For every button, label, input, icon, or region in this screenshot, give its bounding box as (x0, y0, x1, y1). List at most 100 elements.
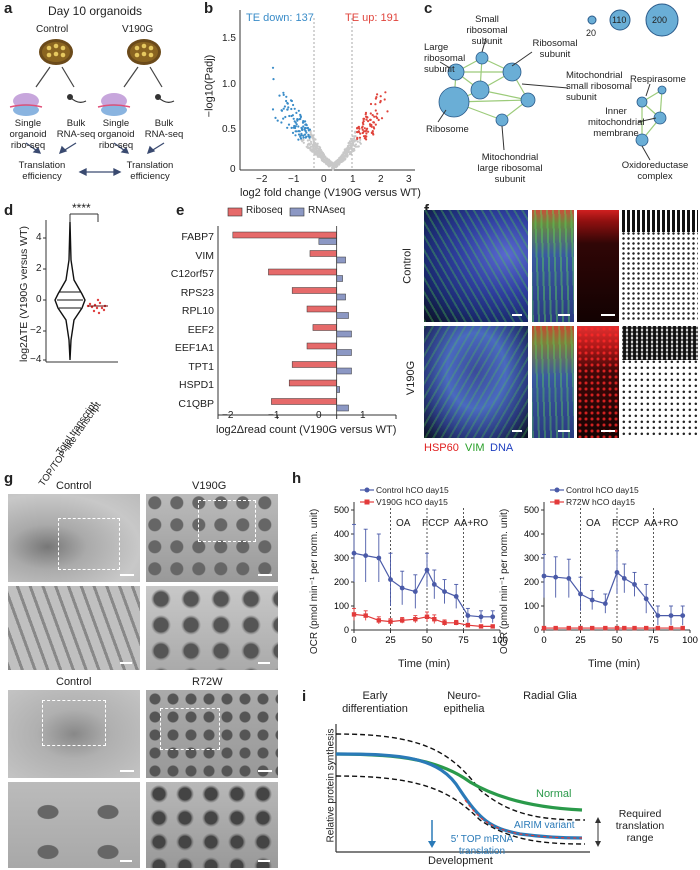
g-control-top: Control (56, 480, 92, 492)
ocr-point (621, 576, 627, 581)
ocr-point (541, 625, 547, 631)
ocr-point (490, 614, 496, 620)
volcano-point (345, 155, 348, 158)
ocr-point (632, 582, 637, 587)
volcano-point (302, 136, 305, 139)
ocr-point (566, 576, 572, 581)
organoid-icon (127, 39, 161, 65)
volcano-point (292, 117, 295, 120)
volcano-point (300, 137, 303, 140)
node-mito-large: Mitochondrial large ribosomal subunit (477, 152, 543, 185)
panel-label-c: c (424, 0, 433, 17)
volcano-point (372, 121, 376, 124)
volcano-point (334, 162, 337, 165)
volcano-point (313, 138, 316, 141)
ocr-point (668, 625, 674, 631)
ocr-point (553, 625, 558, 631)
ocr-xtick: 100 (492, 635, 508, 646)
ocr-ytick: 0 (344, 625, 349, 635)
volcano-point (321, 153, 325, 156)
volcano-point (328, 161, 331, 164)
volcano-point (351, 135, 354, 138)
volcano-point (291, 131, 295, 134)
ocr-point (655, 613, 661, 618)
volcano-ytick: 0.5 (222, 124, 236, 135)
volcano-point (276, 119, 279, 122)
panel-a-te-left: Translation efficiency (18, 160, 66, 182)
volcano-ytick: 0 (230, 164, 236, 175)
bar-rnaseq (336, 367, 352, 375)
ocr-point (376, 618, 382, 623)
volcano-point (384, 91, 387, 94)
ocr1-annot-aaro: AA+RO (454, 518, 489, 529)
volcano-point (347, 144, 350, 148)
bar-riboseq (271, 398, 337, 405)
volcano-up-label: TE up: 191 (345, 12, 399, 24)
volcano-point (304, 130, 307, 133)
volcano-point (289, 99, 293, 102)
panel-a-control: Control (36, 24, 69, 35)
bar-category-label: VIM (195, 249, 214, 262)
volcano-point (286, 101, 289, 105)
volcano-point (379, 95, 382, 98)
node-inner-mito: Inner mitochondrial membrane (588, 106, 645, 139)
panel-a-diagram (9, 39, 175, 177)
ocr1-annot-fccp: FCCP (422, 518, 450, 529)
panel-label-d: d (4, 202, 14, 219)
node-oxidoreductase: Oxidoreductase complex (621, 160, 689, 182)
ocr-xtick: 50 (422, 635, 433, 646)
volcano-point (305, 145, 308, 148)
volcano-point (371, 131, 374, 134)
volcano-point (282, 117, 285, 120)
volcano-point (354, 145, 358, 148)
legend-size-110: 110 (612, 15, 627, 25)
volcano-point (313, 148, 317, 151)
volcano-point (349, 145, 352, 148)
volcano-point (272, 78, 275, 81)
mrna-icon (155, 94, 175, 103)
readcount-bar-chart (217, 207, 397, 419)
node-ribosomal-subunit: Ribosomal subunit (532, 38, 578, 60)
volcano-point (342, 155, 345, 158)
volcano-point (349, 142, 352, 145)
violin-ytick: −2 (30, 325, 42, 336)
volcano-point (386, 110, 389, 113)
em-control2-overview (8, 690, 140, 778)
volcano-point (341, 153, 344, 156)
volcano-point (302, 141, 305, 144)
volcano-point (274, 116, 277, 119)
volcano-point (298, 118, 301, 121)
volcano-point (365, 132, 368, 135)
volcano-point (271, 66, 275, 69)
volcano-point (363, 137, 366, 140)
volcano-point (363, 130, 366, 133)
volcano-point (348, 153, 352, 156)
em-control-zoom (8, 586, 140, 670)
volcano-point (283, 105, 286, 108)
volcano-point (374, 103, 377, 106)
volcano-point (288, 114, 291, 118)
volcano-point (370, 124, 373, 128)
panel-a-riboseq-left: Single organoid ribo-seq (9, 118, 47, 151)
volcano-point (301, 121, 305, 124)
volcano-point (280, 121, 283, 124)
volcano-down-label: TE down: 137 (246, 12, 314, 24)
ocr2-annot-aaro: AA+RO (644, 518, 679, 529)
bar-category-label: C12orf57 (170, 268, 214, 280)
volcano-point (363, 117, 366, 120)
volcano-ytick: 1.5 (222, 33, 236, 44)
ocr2-annot-fccp: FCCP (612, 518, 640, 529)
ocr-point (399, 585, 405, 591)
volcano-point (297, 138, 300, 141)
volcano-point (376, 112, 379, 115)
ocr2-ylabel: OCR (pmol min⁻¹ per norm. unit) (499, 508, 511, 655)
panel-a-rnaseq-right: Bulk RNA-seq (144, 118, 184, 140)
bar-riboseq (232, 231, 337, 239)
ocr-point (412, 589, 418, 594)
volcano-point (306, 127, 309, 130)
ocr-point (632, 625, 637, 631)
volcano-point (287, 123, 291, 126)
ocr-ytick: 400 (524, 529, 539, 539)
ocr2-xlabel: Time (min) (588, 658, 641, 670)
em-control-overview (8, 494, 140, 582)
